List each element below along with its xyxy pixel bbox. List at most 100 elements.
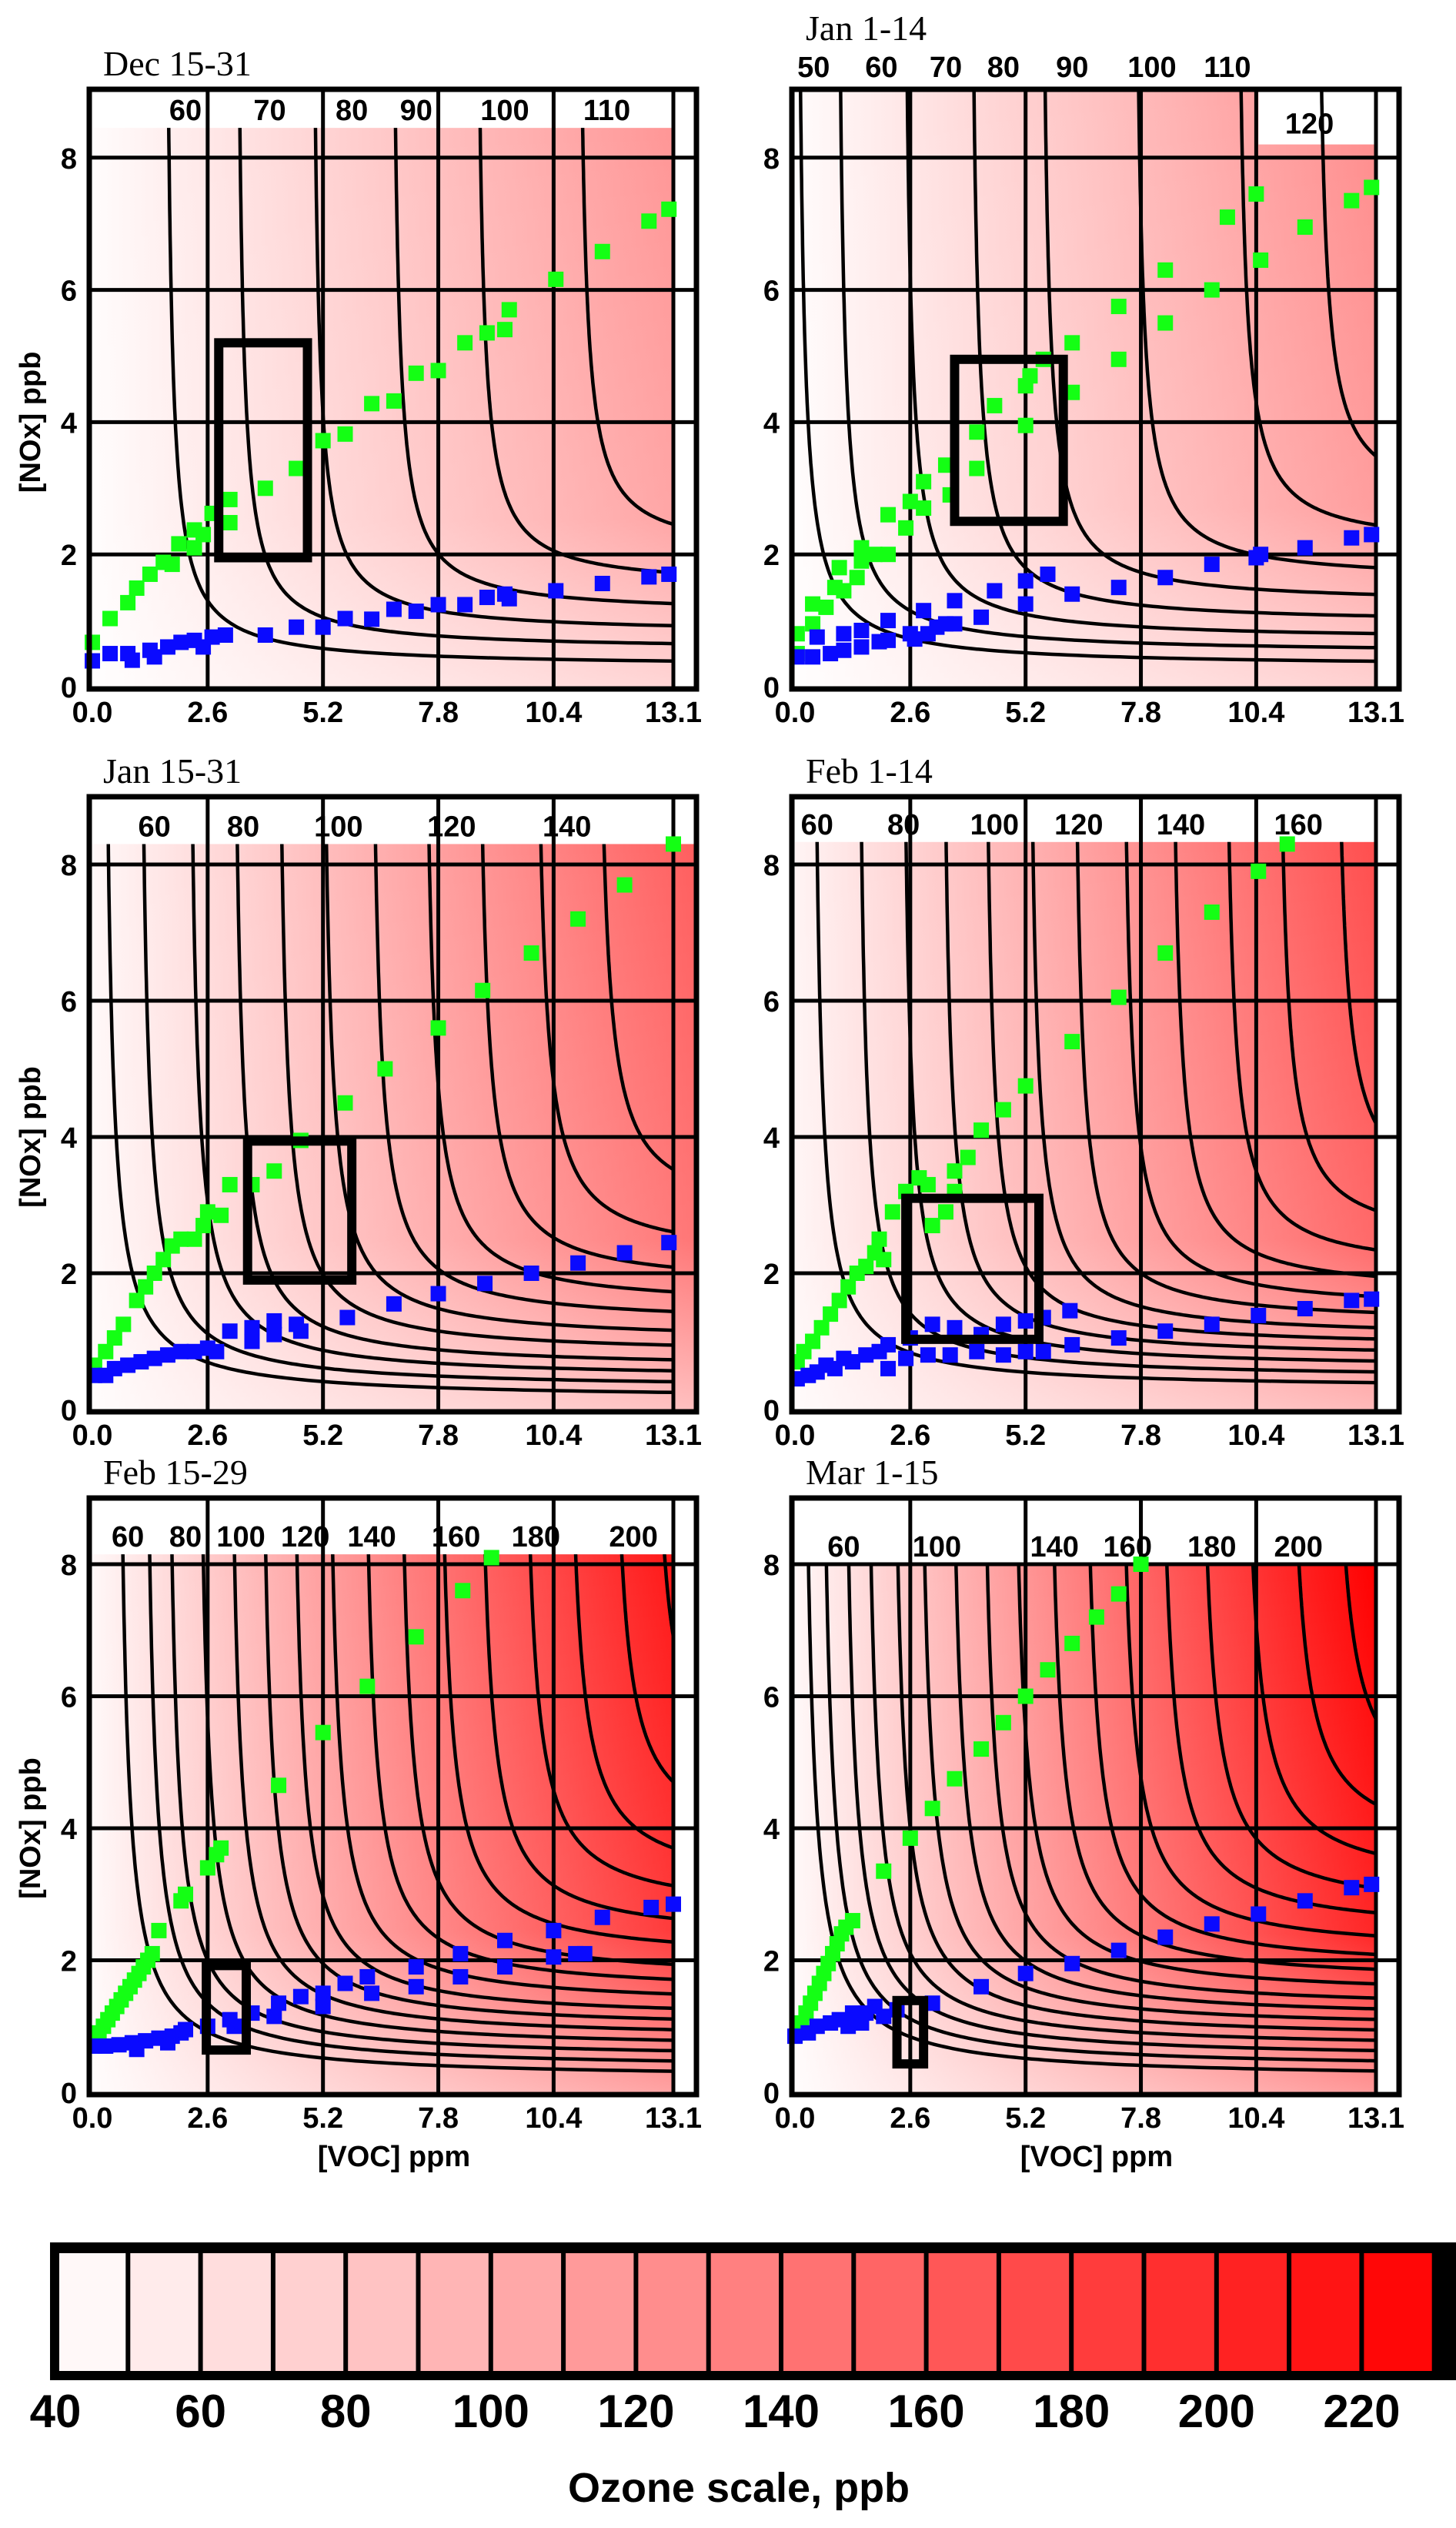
- contour-label: 100: [970, 809, 1019, 841]
- colorbar-tick-label: 80: [320, 2386, 372, 2437]
- green-point: [995, 1714, 1011, 1730]
- x-tick-label: 10.4: [525, 1419, 582, 1452]
- x-tick-label: 2.6: [187, 697, 228, 729]
- colorbar-title: Ozone scale, ppb: [568, 2465, 910, 2511]
- green-point: [501, 302, 517, 318]
- blue-point: [1204, 1916, 1220, 1932]
- isopleth-60: [142, 844, 673, 1384]
- green-point: [916, 500, 932, 517]
- green-point: [195, 527, 212, 543]
- green-point: [1364, 179, 1380, 196]
- blue-point: [880, 1336, 897, 1353]
- blue-point: [98, 2038, 114, 2054]
- green-point: [1248, 186, 1264, 202]
- blue-point: [844, 1354, 860, 1370]
- green-point: [186, 540, 202, 556]
- green-point: [213, 1840, 229, 1856]
- green-point: [98, 1343, 114, 1359]
- blue-point: [408, 1959, 424, 1975]
- green-point: [661, 201, 677, 217]
- panel-title: Feb 1-14: [806, 751, 933, 791]
- contour-label: 180: [512, 1521, 560, 1553]
- blue-point: [292, 1323, 309, 1339]
- colorbar-cell-220: [1364, 2253, 1432, 2371]
- isopleths: [106, 844, 673, 1395]
- green-point: [1297, 219, 1313, 235]
- green-point: [213, 1207, 229, 1223]
- contour-label: 120: [427, 811, 476, 843]
- isopleth-70: [905, 89, 1376, 636]
- y-tick-label: 0: [61, 2078, 77, 2110]
- green-point: [902, 1830, 918, 1846]
- green-point: [195, 1218, 212, 1234]
- blue-point: [836, 642, 852, 658]
- blue-point: [546, 1922, 562, 1938]
- green-point: [337, 1095, 353, 1111]
- y-tick-label: 4: [61, 1814, 77, 1846]
- blue-point: [576, 1945, 593, 1961]
- colorbar-cell-140: [783, 2253, 852, 2371]
- green-point: [289, 460, 305, 477]
- blue-point: [173, 1343, 189, 1359]
- green-point: [359, 1678, 376, 1694]
- colorbar-tick-label: 100: [452, 2386, 529, 2437]
- contour-label: 60: [865, 52, 897, 84]
- blue-point: [217, 627, 233, 643]
- isopleth-60: [166, 128, 673, 664]
- blue-point: [947, 1319, 963, 1336]
- x-tick-label: 10.4: [1227, 697, 1284, 729]
- green-point: [1157, 945, 1174, 961]
- green-point: [386, 393, 402, 409]
- ozone-colorbar: 40 60 80 100 120 140 160 180 200 220 Ozone scale, …: [30, 2242, 1456, 2511]
- contour-label: 80: [169, 1521, 202, 1553]
- x-tick-label: 7.8: [1120, 2102, 1161, 2135]
- isopleth-110: [1239, 89, 1376, 527]
- isopleth-190: [1251, 1564, 1376, 1856]
- contour-label: 160: [1104, 1531, 1152, 1563]
- blue-point: [1251, 1307, 1267, 1323]
- blue-point: [173, 634, 189, 650]
- blue-point: [501, 590, 517, 607]
- green-point: [898, 520, 914, 536]
- green-point: [805, 596, 821, 612]
- blue-point: [386, 1296, 402, 1312]
- y-tick-label: 6: [61, 1682, 77, 1714]
- x-tick-label: 5.2: [1005, 2102, 1046, 2135]
- green-point: [1133, 1557, 1149, 1572]
- contour-label: 140: [1030, 1531, 1078, 1563]
- colorbar-cell-110: [566, 2253, 634, 2371]
- green-point: [902, 493, 918, 510]
- colorbar-cell-170: [1000, 2253, 1070, 2371]
- isopleth-130: [1124, 841, 1376, 1299]
- green-point: [1157, 262, 1174, 278]
- blue-point: [1297, 1301, 1313, 1317]
- series-green: [86, 1550, 499, 2048]
- green-point: [1064, 1034, 1080, 1050]
- isopleth-120: [985, 1564, 1376, 2000]
- isopleth-50: [106, 844, 673, 1395]
- green-point: [973, 1741, 990, 1757]
- blue-point: [496, 1959, 513, 1975]
- blue-point: [1344, 530, 1360, 546]
- isopleth-150: [1088, 1564, 1376, 1957]
- x-tick-label: 13.1: [1347, 697, 1404, 729]
- isopleth-90: [1043, 89, 1376, 597]
- contour-label: 100: [216, 1521, 265, 1553]
- green-point: [430, 363, 446, 379]
- blue-point: [548, 583, 564, 599]
- isopleth-200: [1297, 1564, 1376, 1806]
- isopleth-140: [366, 1554, 673, 1981]
- green-point: [960, 1149, 976, 1165]
- blue-point: [226, 2018, 242, 2035]
- blue-point: [1064, 1336, 1080, 1353]
- green-point: [813, 1319, 830, 1336]
- green-point: [178, 1886, 194, 1902]
- contour-label: 70: [253, 95, 286, 127]
- isopleth-80: [904, 841, 1376, 1363]
- green-point: [106, 1330, 122, 1346]
- green-point: [570, 911, 586, 927]
- contour-label: 140: [347, 1521, 396, 1553]
- blue-point: [973, 609, 990, 625]
- series-blue: [787, 1876, 1380, 2045]
